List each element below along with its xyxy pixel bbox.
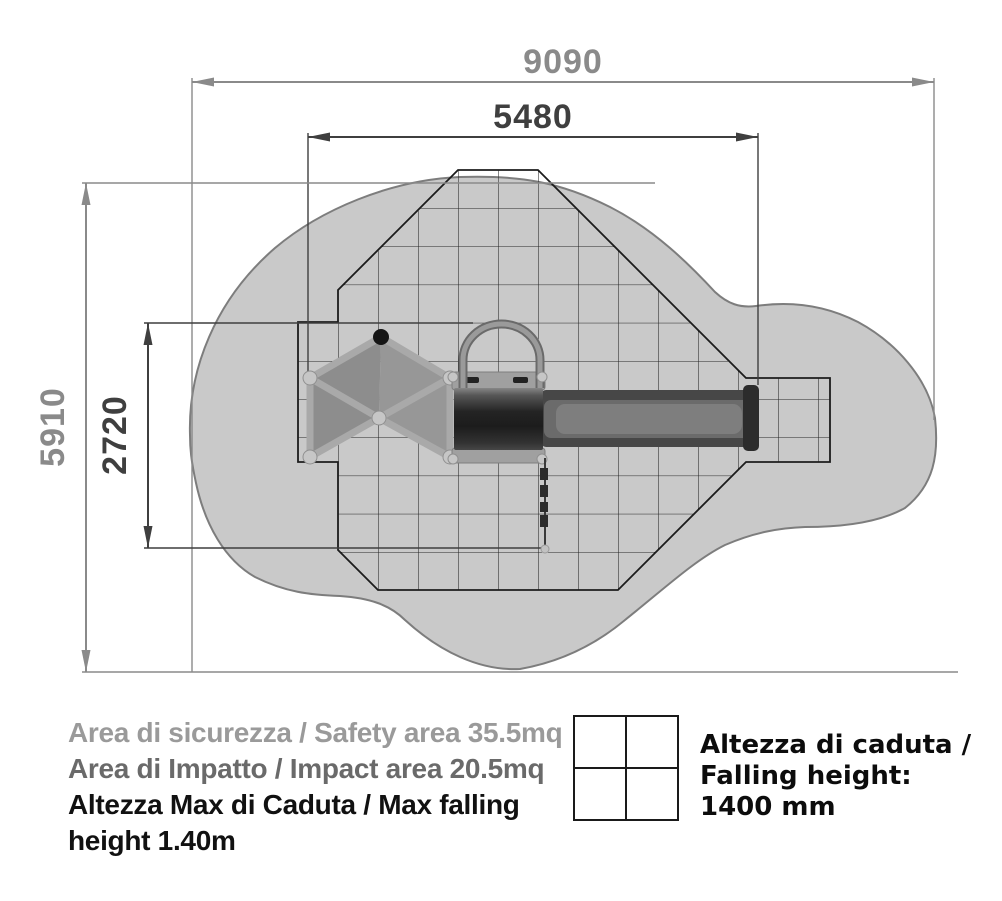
dimension-equipment-depth: 2720 [96,323,153,548]
net-post-left [302,370,318,386]
legend-max-falling-line2: height 1.40m [68,825,236,856]
impact-area-grid-fill [298,170,830,590]
tunnel [447,319,548,465]
legend: Area di sicurezza / Safety area 35.5mq A… [68,717,563,856]
arrow-down-icon [143,526,153,548]
falling-height-grid-symbol [573,715,679,821]
arrow-left-icon [192,77,214,87]
falling-height-line2: Falling height: [700,761,912,791]
net-post-top [373,329,389,345]
arrow-up-icon [143,323,153,345]
dim-label-overall-width: 9090 [523,43,603,81]
falling-height-line1: Altezza di caduta / [700,730,972,760]
legend-impact-area: Area di Impatto / Impact area 20.5mq [68,753,544,784]
dimension-equipment-width: 5480 [308,98,758,142]
ladder-rung [540,515,548,527]
ladder-rung [540,502,548,512]
tunnel-cylinder [454,388,543,450]
ladder-rung [540,485,548,497]
arrow-right-icon [912,77,934,87]
tunnel-slot-left [464,377,479,383]
legend-safety-area: Area di sicurezza / Safety area 35.5mq [68,717,562,748]
tunnel-slot-right [513,377,528,383]
falling-height-line3: 1400 mm [700,792,836,822]
arrow-up-icon [81,183,91,205]
arrow-down-icon [81,650,91,672]
dim-label-equipment-depth: 2720 [96,395,134,475]
falling-height-note: Altezza di caduta / Falling height: 1400… [700,730,972,822]
net-post-bottom-left [302,449,318,465]
net-post-center [371,410,387,426]
impact-area-grid-outline [297,169,831,591]
slide [541,385,759,451]
dim-label-overall-depth: 5910 [34,387,72,467]
ladder [540,458,550,554]
tunnel-bottom-plate [451,447,546,464]
dimension-overall-width: 9090 [192,43,934,87]
tunnel-arch-handle-highlight [460,321,543,388]
ladder-base-dot [540,544,550,554]
ladder-rung [540,468,548,480]
dim-label-equipment-width: 5480 [493,98,573,136]
dimension-overall-depth: 5910 [34,183,91,672]
climbing-net-bars [306,333,454,461]
tunnel-corner-dot-bottom-left [447,453,459,465]
impact-area-grid [297,169,831,591]
legend-max-falling-line1: Altezza Max di Caduta / Max falling [68,789,520,820]
extension-lines [82,78,958,673]
slide-end-cap [743,385,759,451]
arrow-left-icon [308,132,330,142]
arrow-right-icon [736,132,758,142]
slide-bed [556,404,742,434]
tunnel-corner-dot-top-right [536,371,548,383]
tunnel-corner-dot-top-left [447,371,459,383]
